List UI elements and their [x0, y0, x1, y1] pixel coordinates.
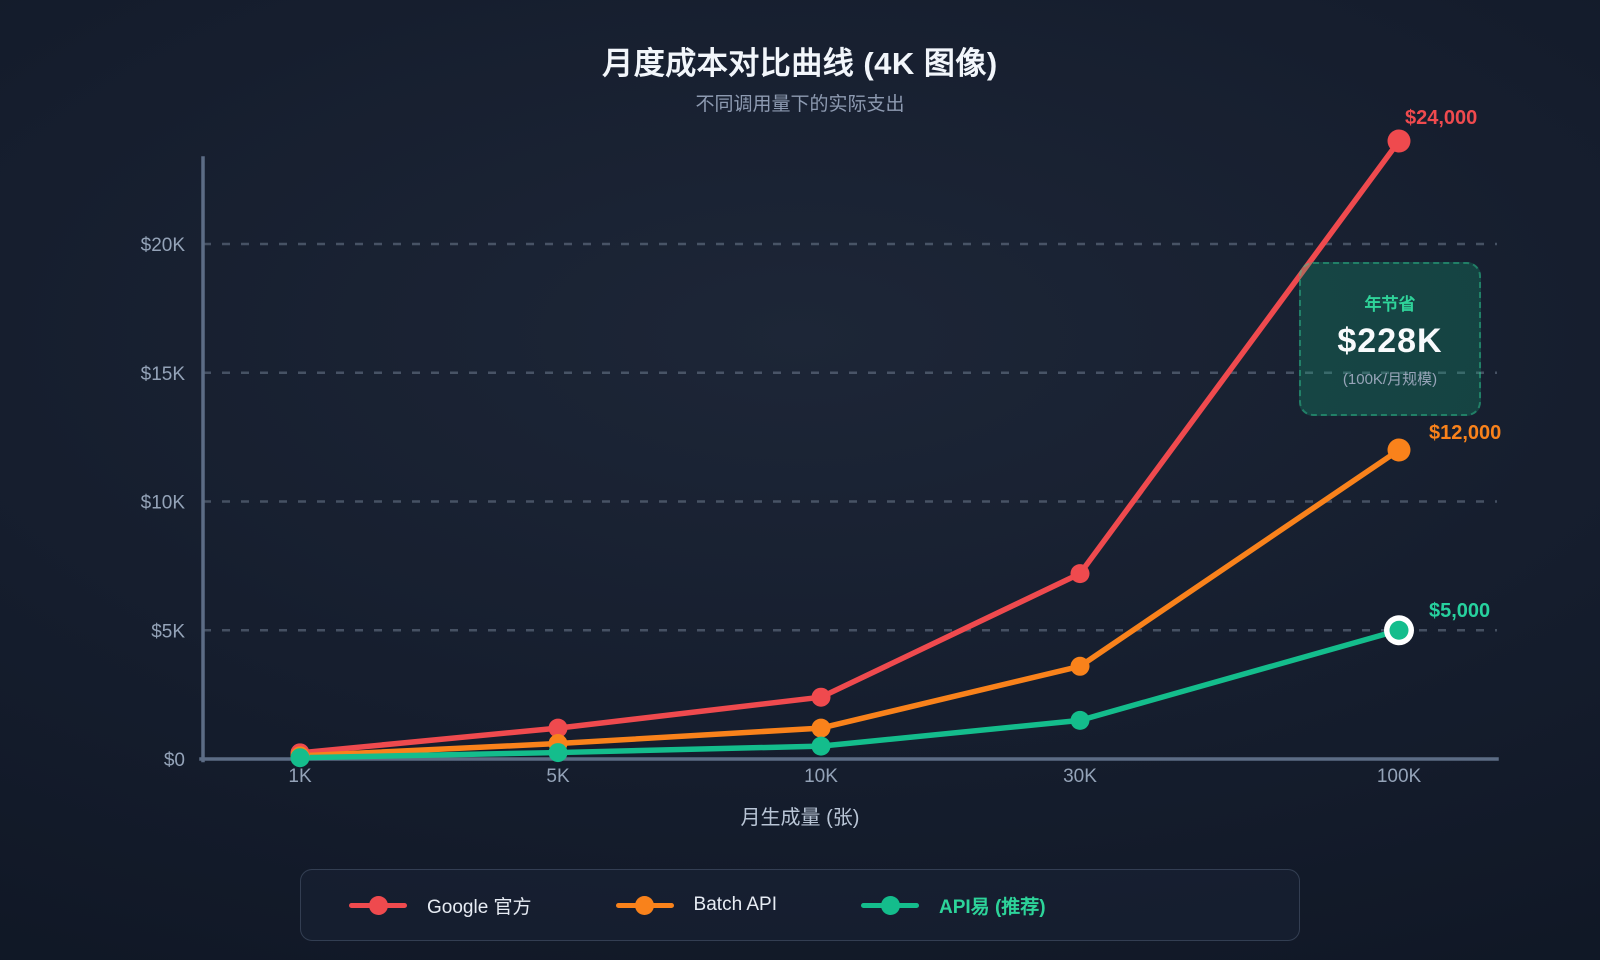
- y-tick-$5K: $5K: [151, 621, 185, 642]
- legend-marker-icon: [349, 895, 407, 915]
- end-label-apiyi-recommended: $5,000: [1429, 600, 1491, 623]
- point-google-official-5K[interactable]: [548, 718, 568, 738]
- savings-note: (100K/月规模): [1342, 370, 1438, 388]
- series-line-batch-api: [297, 447, 1402, 759]
- point-google-official-100K[interactable]: [1387, 129, 1411, 153]
- axes: [199, 156, 1499, 763]
- legend-dot-swatch: [368, 895, 388, 915]
- legend-dot-swatch: [635, 895, 655, 915]
- x-tick-30K: 30K: [1063, 766, 1097, 787]
- x-tick-1K: 1K: [288, 766, 312, 787]
- chart-subtitle: 不同调用量下的实际支出: [695, 94, 905, 115]
- x-axis-title: 月生成量 (张): [741, 806, 860, 829]
- x-tick-labels: 1K 5K 10K 30K 100K: [288, 766, 1421, 787]
- point-apiyi-recommended-10K[interactable]: [811, 736, 831, 756]
- legend-item-google-official[interactable]: Google 官方: [349, 892, 532, 919]
- legend-label-batch-api: Batch API: [693, 894, 777, 915]
- chart-legend: Google 官方 Batch API API易 (推荐): [300, 869, 1300, 941]
- end-label-google-official: $24,000: [1405, 107, 1478, 129]
- legend-dot-swatch: [880, 895, 900, 915]
- point-apiyi-recommended-30K[interactable]: [1070, 710, 1090, 730]
- series-group: [290, 129, 1414, 768]
- y-tick-$20K: $20K: [141, 235, 186, 256]
- gridlines: [203, 242, 1497, 632]
- savings-title: 年节省: [1364, 294, 1416, 314]
- point-batch-api-30K[interactable]: [1070, 656, 1090, 676]
- x-tick-5K: 5K: [546, 766, 570, 787]
- legend-marker-icon: [615, 895, 674, 915]
- point-google-official-30K[interactable]: [1070, 564, 1090, 584]
- series-line-google-official: [297, 138, 1402, 756]
- point-google-official-10K[interactable]: [811, 687, 831, 707]
- savings-annotation: 年节省 $228K (100K/月规模): [1299, 262, 1481, 416]
- point-apiyi-recommended-5K[interactable]: [548, 743, 568, 763]
- legend-marker-icon: [861, 895, 919, 915]
- y-tick-$10K: $10K: [141, 493, 186, 514]
- y-tick-labels: $0 $5K $10K $15K $20K: [141, 235, 186, 771]
- legend-label-google-official: Google 官方: [427, 896, 532, 918]
- point-batch-api-10K[interactable]: [811, 718, 831, 738]
- y-tick-$15K: $15K: [141, 364, 186, 385]
- x-tick-100K: 100K: [1377, 766, 1422, 787]
- chart-title: 月度成本对比曲线 (4K 图像): [602, 46, 998, 81]
- savings-value: $228K: [1337, 321, 1443, 360]
- point-batch-api-100K[interactable]: [1387, 438, 1411, 462]
- x-tick-10K: 10K: [804, 766, 838, 787]
- legend-item-batch-api[interactable]: Batch API: [615, 894, 777, 916]
- point-apiyi-recommended-100K[interactable]: [1389, 620, 1409, 640]
- point-apiyi-recommended-1K[interactable]: [290, 748, 310, 768]
- end-label-batch-api: $12,000: [1429, 422, 1502, 444]
- legend-item-apiyi-recommended[interactable]: API易 (推荐): [861, 892, 1046, 919]
- y-tick-$0: $0: [164, 750, 185, 771]
- legend-label-apiyi-recommended: API易 (推荐): [939, 896, 1046, 918]
